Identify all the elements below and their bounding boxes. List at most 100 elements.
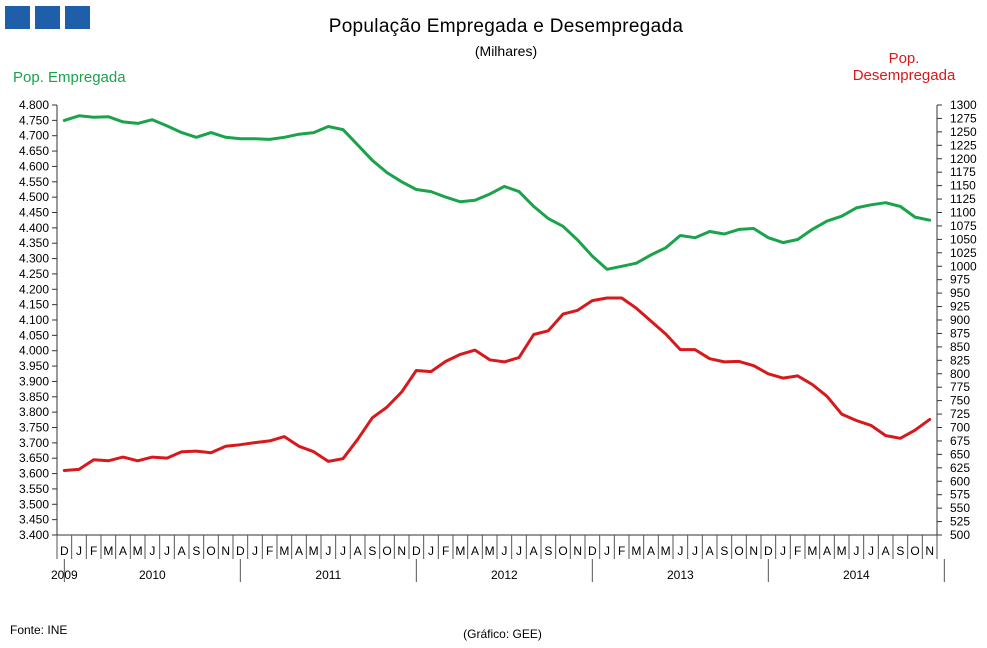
right-tick-label: 1200 [950,152,977,166]
left-tick-label: 4.400 [19,221,49,235]
month-label: J [501,544,507,558]
month-label: J [428,544,434,558]
right-tick-label: 1225 [950,138,977,152]
year-label: 2014 [843,568,870,582]
month-label: A [295,544,303,558]
left-tick-label: 4.050 [19,328,49,342]
month-label: A [882,544,890,558]
right-tick-label: 675 [950,434,970,448]
month-label: J [692,544,698,558]
month-label: O [206,544,215,558]
right-axis-label-line-1: Pop. [888,50,920,67]
right-tick-label: 875 [950,326,970,340]
right-tick-label: 1150 [950,179,976,193]
month-label: A [530,544,538,558]
month-label: A [178,544,186,558]
year-label: 2011 [315,568,341,582]
month-label: O [910,544,919,558]
month-label: J [340,544,346,558]
month-label: M [279,544,289,558]
right-tick-label: 800 [950,367,970,381]
month-label: N [749,544,758,558]
left-tick-label: 3.550 [19,482,49,496]
month-label: J [325,544,331,558]
left-tick-label: 4.000 [19,344,49,358]
month-label: O [734,544,743,558]
logo-block-2 [35,6,60,29]
month-label: J [853,544,859,558]
left-tick-label: 3.700 [19,436,49,450]
left-axis-label: Pop. Empregada [13,69,126,86]
right-tick-label: 625 [950,461,970,475]
month-label: F [266,544,273,558]
left-tick-label: 3.800 [19,405,49,419]
right-tick-label: 950 [950,286,970,300]
right-tick-label: 725 [950,407,970,421]
logo-block-3 [65,6,90,29]
right-tick-label: 1300 [950,98,977,112]
left-tick-label: 4.750 [19,113,49,127]
month-label: S [720,544,728,558]
left-tick-label: 4.300 [19,252,49,266]
month-label: A [354,544,362,558]
month-label: J [677,544,683,558]
left-tick-label: 3.600 [19,467,49,481]
month-label: S [368,544,376,558]
right-tick-label: 750 [950,394,970,408]
month-label: N [397,544,406,558]
left-tick-label: 4.600 [19,159,49,173]
series-line-empregada [62,114,932,271]
month-label: S [192,544,200,558]
left-tick-label: 4.200 [19,282,49,296]
month-label: A [706,544,714,558]
month-label: A [647,544,655,558]
right-tick-label: 1175 [950,165,976,179]
left-tick-label: 3.400 [19,528,49,542]
month-label: M [485,544,495,558]
right-axis-label: Pop. Desempregada [844,50,964,84]
right-tick-label: 1100 [950,206,976,220]
year-label: 2009 [51,568,78,582]
source-note: Fonte: INE [10,623,68,637]
chart-title: População Empregada e Desempregada [328,16,684,37]
month-label: J [780,544,786,558]
month-label: M [631,544,641,558]
right-tick-label: 900 [950,313,970,327]
month-label: O [382,544,391,558]
right-tick-label: 1075 [950,219,977,233]
left-tick-label: 3.500 [19,497,49,511]
month-label: M [133,544,143,558]
left-tick-label: 3.450 [19,513,49,527]
right-tick-label: 1000 [950,259,977,273]
left-tick-label: 3.950 [19,359,49,373]
right-tick-label: 825 [950,353,970,367]
month-label: M [103,544,113,558]
month-label: J [868,544,874,558]
left-tick-label: 4.150 [19,298,49,312]
month-label: A [823,544,831,558]
month-label: M [455,544,465,558]
month-label: N [925,544,934,558]
right-tick-label: 500 [950,528,970,542]
right-tick-label: 975 [950,273,970,287]
month-label: J [252,544,258,558]
left-tick-label: 4.800 [19,98,49,112]
month-label: S [544,544,552,558]
month-label: J [604,544,610,558]
left-tick-label: 4.550 [19,175,49,189]
year-label: 2013 [667,568,694,582]
right-tick-label: 525 [950,515,970,529]
month-label: D [412,544,421,558]
chart-subtitle: (Milhares) [474,43,538,59]
year-label: 2010 [139,568,166,582]
right-tick-label: 650 [950,447,970,461]
left-tick-label: 4.700 [19,129,49,143]
right-tick-label: 1025 [950,246,977,260]
right-tick-label: 775 [950,380,970,394]
left-tick-label: 4.350 [19,236,49,250]
month-label: J [149,544,155,558]
right-tick-label: 925 [950,300,970,314]
month-label: J [164,544,170,558]
right-axis-label-line-2: Desempregada [852,67,956,84]
